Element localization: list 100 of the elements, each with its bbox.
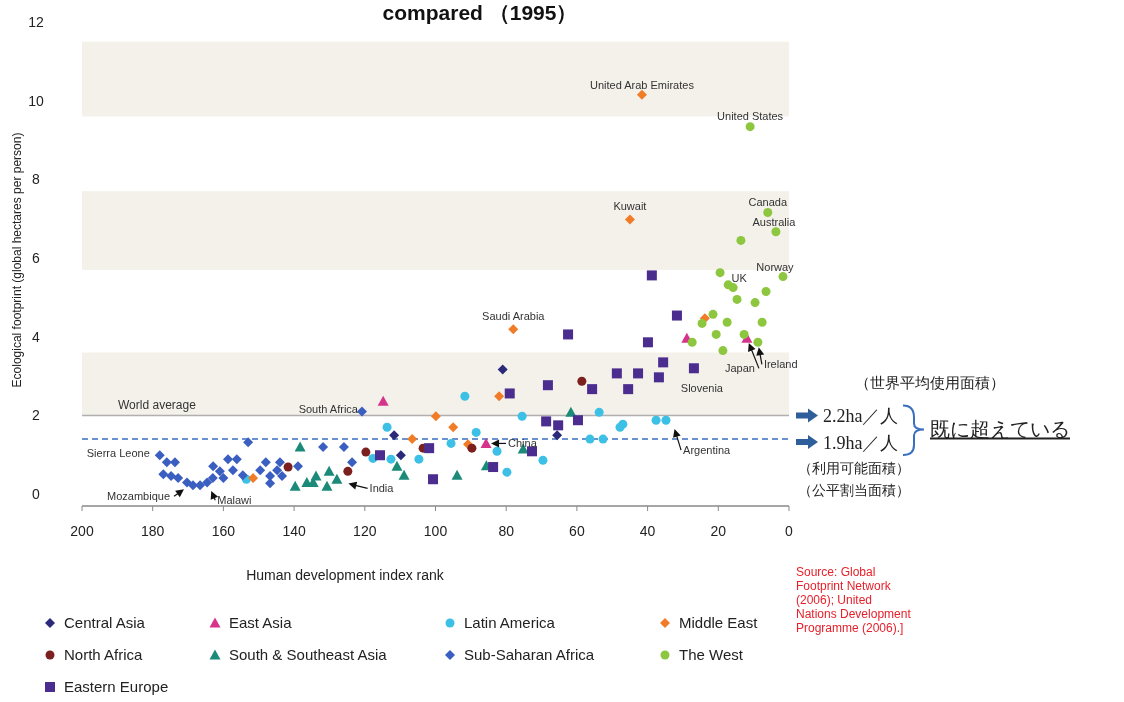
point [624, 214, 635, 225]
y-axis-title: Ecological footprint (global hectares per person) [10, 132, 24, 388]
chart-title: compared （1995） [382, 1, 578, 24]
text: （利用可能面積） [798, 461, 910, 477]
point [382, 422, 392, 432]
point [494, 391, 505, 402]
x-tick-label: 200 [70, 523, 94, 539]
annotation: United States [717, 109, 784, 122]
point [323, 465, 335, 476]
point [277, 471, 288, 482]
point [338, 441, 349, 452]
annotation: Malawi [217, 494, 252, 507]
point [424, 443, 435, 454]
legend-label: Eastern Europe [64, 678, 169, 695]
point [497, 364, 508, 375]
point [763, 207, 773, 217]
point [294, 441, 306, 452]
point [237, 470, 248, 481]
point [697, 318, 707, 328]
point [552, 430, 563, 441]
y-tick-label: 8 [32, 171, 41, 188]
annotation: South Africa [298, 402, 359, 415]
point [745, 122, 755, 132]
y-tick-label: 4 [32, 328, 41, 345]
point [248, 473, 259, 484]
point [391, 460, 403, 471]
annotation: Japan [724, 362, 755, 375]
point [260, 457, 271, 468]
source-note: Source: Global Footprint Network (2006); United Nations Development Programme (2006).] [796, 565, 912, 635]
point [347, 457, 358, 468]
point [517, 411, 527, 421]
point [361, 447, 371, 457]
point [553, 420, 564, 431]
point [708, 309, 718, 319]
point [594, 407, 604, 417]
point [446, 438, 456, 448]
y-tick-label: 12 [28, 14, 44, 30]
point [565, 406, 577, 417]
legend-label: South & Southeast Asia [229, 646, 388, 663]
annotation: Saudi Arabia [482, 310, 546, 323]
point [577, 376, 587, 386]
point [646, 270, 657, 281]
text: （世界平均使用面積） [855, 375, 1005, 391]
point [283, 462, 293, 472]
point [715, 268, 725, 278]
point [732, 294, 742, 304]
point [321, 480, 333, 491]
point [467, 443, 477, 453]
point [289, 480, 301, 491]
x-tick-label: 120 [353, 523, 377, 539]
point [166, 471, 177, 482]
point [231, 454, 242, 465]
point [722, 317, 732, 327]
point [598, 434, 608, 444]
point [542, 380, 553, 391]
point [653, 372, 664, 383]
x-tick-label: 60 [569, 523, 585, 539]
point [331, 473, 343, 484]
point [195, 480, 206, 491]
point [508, 324, 519, 335]
legend-label: The West [679, 646, 744, 663]
point [207, 473, 218, 484]
point [658, 357, 669, 368]
text: 既に超えている [930, 417, 1070, 442]
annotation: Mozambique [107, 490, 171, 503]
point [158, 469, 169, 480]
point [651, 415, 661, 425]
point [739, 329, 749, 339]
annotation: Argentina [683, 444, 732, 457]
legend-label: East Asia [229, 614, 293, 631]
x-tick-label: 140 [282, 523, 306, 539]
point [711, 329, 721, 339]
x-tick-label: 80 [498, 523, 515, 539]
point [728, 283, 738, 293]
point [611, 368, 622, 379]
point [492, 446, 502, 456]
point [255, 465, 266, 476]
annotation: Canada [748, 196, 788, 209]
point [395, 450, 406, 461]
annotation: Sierra Leone [86, 447, 150, 460]
point [585, 434, 595, 444]
point [753, 337, 763, 347]
point [587, 384, 598, 395]
point [407, 434, 418, 445]
annotation: India [369, 482, 395, 495]
point [636, 89, 647, 100]
point [377, 395, 389, 406]
point [310, 470, 322, 481]
point [154, 450, 165, 461]
point [202, 477, 213, 488]
point [173, 473, 184, 484]
x-tick-label: 180 [141, 523, 165, 539]
y-tick-label: 6 [32, 250, 41, 267]
legend-label: Latin America [464, 614, 556, 631]
annotation: UK [731, 271, 748, 284]
x-axis-title: Human development index rank [246, 567, 445, 583]
point [527, 446, 538, 457]
point [460, 391, 470, 401]
point [430, 411, 441, 422]
legend-label: Central Asia [64, 614, 146, 631]
